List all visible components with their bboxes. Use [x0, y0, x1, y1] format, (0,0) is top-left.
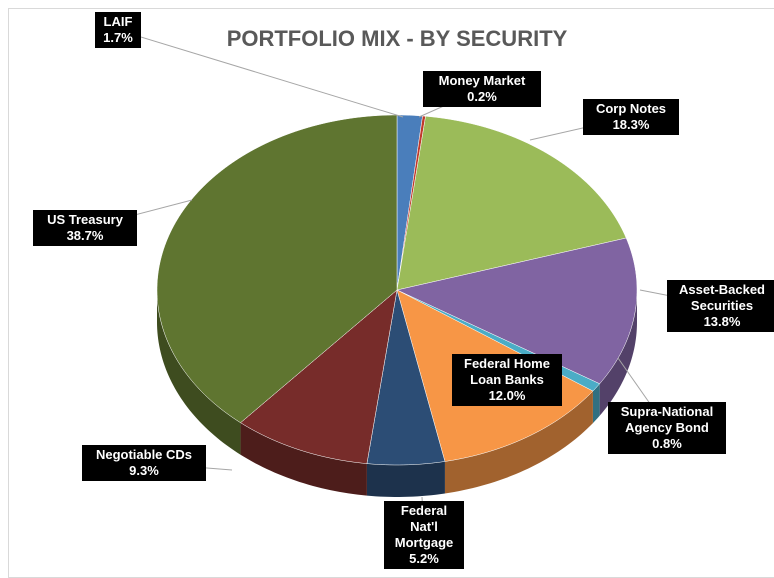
value-label: 18.3% [612, 117, 650, 132]
slice-side [366, 461, 445, 497]
slice [240, 289, 398, 464]
value-label: 1.7% [103, 30, 133, 45]
category-name: Money Market [438, 73, 526, 88]
chart-title: PORTFOLIO MIX - BY SECURITY [226, 26, 568, 51]
data-label: Corp Notes 18.3% [583, 99, 679, 135]
slice [156, 114, 398, 424]
slice-side [240, 422, 367, 496]
data-label: Asset-Backed Securities 13.8% [667, 280, 774, 332]
category-name: Negotiable CDs [95, 447, 193, 462]
category-name: Federal Nat'l Mortgage [394, 503, 454, 550]
data-label: Negotiable CDs 9.3% [82, 445, 206, 481]
data-label: Money Market 0.2% [423, 71, 541, 107]
value-label: 38.7% [66, 228, 104, 243]
value-label: 0.8% [652, 436, 682, 451]
data-label: Supra-National Agency Bond 0.8% [608, 402, 726, 454]
leader-line [117, 29, 404, 118]
data-label: US Treasury 38.7% [33, 210, 137, 246]
value-label: 5.2% [409, 551, 439, 566]
category-name: Asset-Backed Securities [679, 282, 765, 313]
category-name: Supra-National Agency Bond [620, 404, 714, 435]
category-name: Corp Notes [595, 101, 667, 116]
page: PORTFOLIO MIX - BY SECURITY (() => { con… [8, 8, 774, 578]
slice-side [592, 383, 600, 424]
slice [396, 115, 627, 291]
value-label: 12.0% [488, 388, 526, 403]
data-label: Federal Home Loan Banks 12.0% [452, 354, 562, 406]
category-name: Federal Home Loan Banks [464, 356, 550, 387]
slice [396, 237, 638, 385]
category-name: LAIF [103, 14, 133, 29]
value-label: 13.8% [703, 314, 741, 329]
value-label: 9.3% [129, 463, 159, 478]
slice-side [444, 391, 593, 494]
category-name: US Treasury [47, 212, 123, 227]
slice [366, 289, 446, 466]
slice-side [157, 290, 241, 455]
slice-side [599, 290, 637, 416]
value-label: 0.2% [467, 89, 497, 104]
data-label: LAIF 1.7% [95, 12, 141, 48]
data-label: Federal Nat'l Mortgage 5.2% [384, 501, 464, 569]
